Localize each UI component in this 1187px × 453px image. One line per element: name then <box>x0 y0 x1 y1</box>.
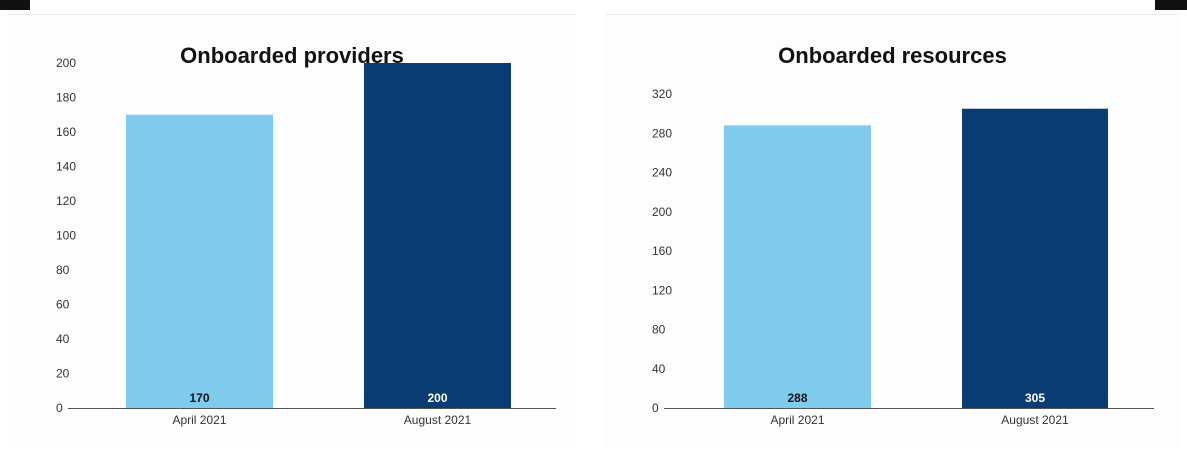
y-tick-label: 200 <box>652 205 672 219</box>
data-label: 170 <box>189 391 209 405</box>
x-tick-label: April 2021 <box>770 413 824 427</box>
y-tick-label: 240 <box>652 166 672 180</box>
resources-chart-panel: Onboarded resources 0 40 80 120 160 200 240 280… <box>606 14 1179 448</box>
chart-title: Onboarded resources <box>778 43 1007 68</box>
bar <box>724 125 871 409</box>
y-tick-label: 40 <box>652 362 666 376</box>
y-tick-label: 140 <box>56 160 76 174</box>
cropped-heading-fragment <box>0 0 1187 14</box>
y-tick-label: 40 <box>56 332 70 346</box>
bar <box>126 114 273 408</box>
bar <box>962 108 1108 408</box>
y-tick-label: 180 <box>56 91 76 105</box>
y-tick-label: 0 <box>652 401 659 415</box>
y-tick-label: 160 <box>56 125 76 139</box>
data-label: 200 <box>427 391 447 405</box>
y-tick-label: 200 <box>56 56 76 70</box>
heading-glyph-fragment <box>1155 0 1187 10</box>
x-tick-label: April 2021 <box>172 413 226 427</box>
y-tick-label: 60 <box>56 298 70 312</box>
x-tick-label: August 2021 <box>404 413 472 427</box>
y-tick-label: 160 <box>652 244 672 258</box>
y-tick-label: 80 <box>56 263 70 277</box>
providers-bar-chart: 0 20 40 60 80 100 120 140 160 180 200 170 April 2021… <box>56 56 556 427</box>
bar <box>364 63 511 408</box>
y-tick-label: 20 <box>56 367 70 381</box>
y-tick-label: 120 <box>652 283 672 297</box>
y-tick-label: 320 <box>652 87 672 101</box>
providers-chart-panel: Onboarded providers 0 20 40 60 80 100 120 140 16… <box>8 14 576 448</box>
resources-bar-chart: 0 40 80 120 160 200 240 280 320 288 April 2021 305 A… <box>652 87 1154 427</box>
y-tick-label: 280 <box>652 126 672 140</box>
y-tick-label: 120 <box>56 194 76 208</box>
x-tick-label: August 2021 <box>1001 413 1069 427</box>
y-tick-label: 100 <box>56 229 76 243</box>
data-label: 288 <box>787 391 807 405</box>
y-tick-label: 80 <box>652 323 666 337</box>
data-label: 305 <box>1025 391 1045 405</box>
y-tick-label: 0 <box>56 401 63 415</box>
heading-glyph-fragment <box>0 0 30 10</box>
chart-title: Onboarded providers <box>180 43 404 68</box>
